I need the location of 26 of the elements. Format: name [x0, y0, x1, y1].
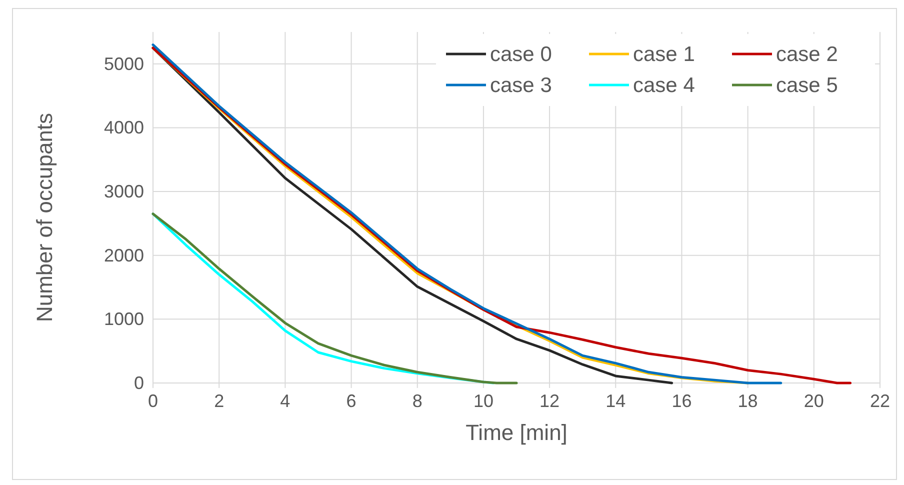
y-tick-label: 4000 [104, 118, 144, 138]
y-tick-label: 1000 [104, 309, 144, 330]
x-tick-label: 2 [214, 391, 224, 411]
legend-label: case 1 [633, 43, 695, 66]
legend-label: case 5 [776, 74, 838, 97]
legend-label: case 0 [490, 43, 552, 66]
x-tick-label: 22 [870, 391, 890, 411]
x-tick-label: 6 [346, 391, 356, 411]
y-tick-label: 0 [134, 373, 144, 393]
x-tick-label: 4 [280, 391, 290, 411]
x-tick-label: 10 [473, 391, 494, 411]
x-tick-label: 0 [148, 391, 158, 411]
x-tick-label: 12 [540, 391, 560, 411]
y-tick-label: 3000 [104, 182, 144, 202]
x-tick-label: 18 [738, 391, 758, 411]
x-tick-label: 20 [804, 391, 824, 411]
legend-label: case 4 [633, 74, 696, 97]
x-tick-label: 16 [672, 391, 692, 411]
legend-label: case 3 [490, 74, 552, 97]
x-tick-label: 14 [606, 391, 626, 411]
y-axis-title: Number of occupants [32, 112, 57, 322]
y-tick-label: 5000 [104, 54, 144, 74]
legend-label: case 2 [776, 43, 838, 66]
x-axis-title: Time [min] [466, 420, 568, 445]
y-tick-label: 2000 [104, 245, 144, 266]
x-tick-label: 8 [412, 391, 422, 411]
